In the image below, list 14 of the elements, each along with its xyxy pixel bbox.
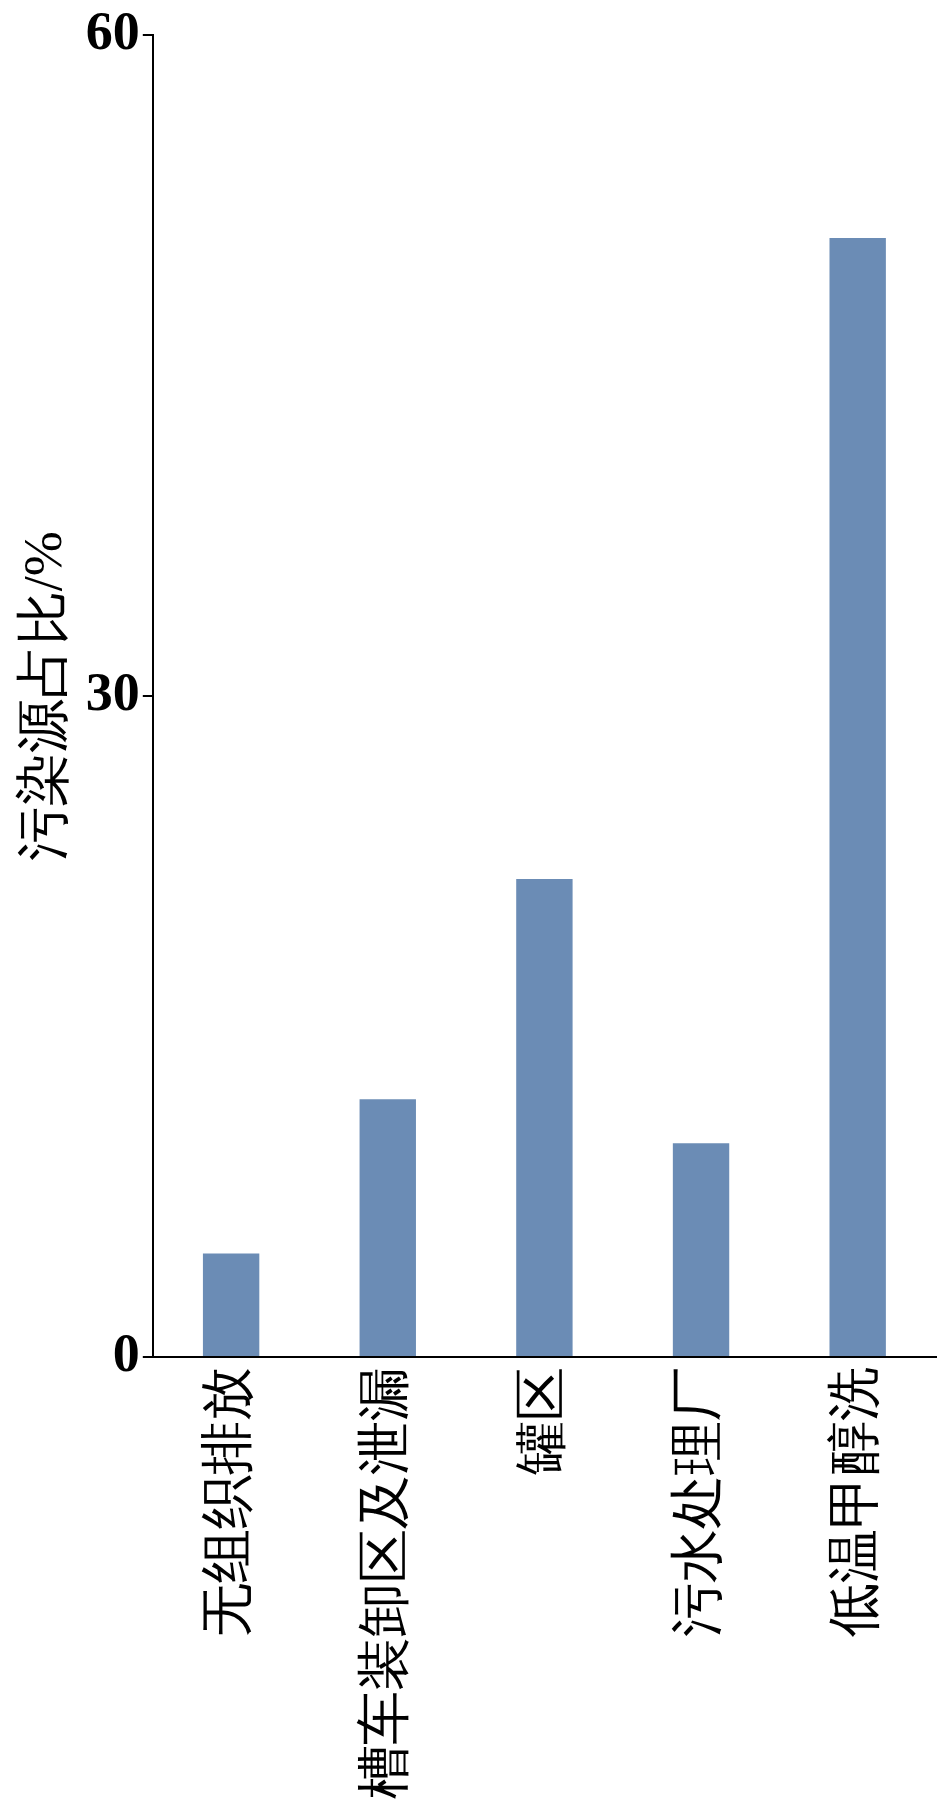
x-tick-label: 污水处理厂	[667, 1367, 728, 1637]
y-tick-label: 30	[85, 662, 140, 723]
bar	[516, 879, 573, 1356]
bar	[672, 1143, 730, 1356]
x-tick-label: 槽车装卸区及泄漏	[353, 1367, 414, 1799]
bar	[359, 1099, 416, 1356]
y-axis-title: 污染源占比/%	[12, 531, 73, 862]
y-tick-label: 60	[85, 1, 140, 62]
x-tick-label: 无组织排放	[197, 1367, 258, 1637]
bar	[829, 238, 886, 1356]
x-tick-label: 罐区	[510, 1367, 571, 1475]
y-tick-label: 0	[112, 1322, 140, 1383]
bar	[202, 1253, 260, 1356]
x-tick-label: 低温甲醇洗	[823, 1367, 884, 1637]
